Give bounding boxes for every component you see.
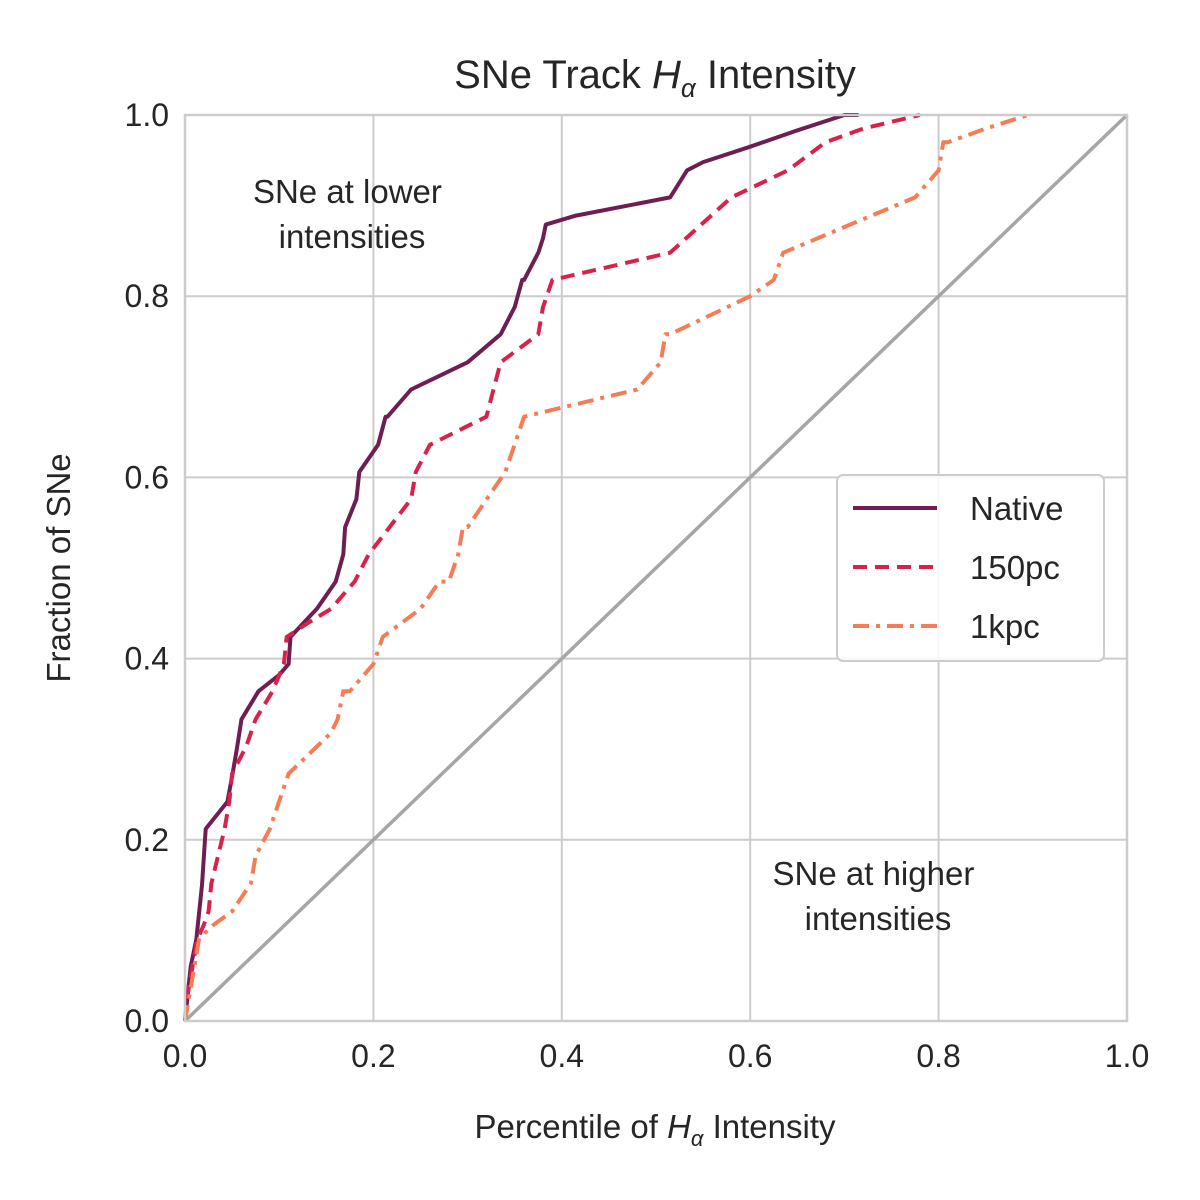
x-axis-variable-subscript: α: [691, 1126, 705, 1151]
title-variable-subscript: α: [681, 73, 697, 103]
y-tick-labels: 0.0 0.2 0.4 0.6 0.8 1.0: [125, 97, 169, 1039]
chart-title: SNe Track Hα Intensity: [454, 53, 856, 103]
series-layer: [183, 113, 1029, 1022]
y-tick-label: 1.0: [125, 97, 169, 133]
y-axis-label: Fraction of SNe: [40, 453, 77, 682]
series-line-native: [183, 113, 859, 1022]
x-tick-label: 1.0: [1105, 1038, 1149, 1074]
x-tick-label: 0.4: [540, 1038, 584, 1074]
y-tick-label: 0.6: [125, 459, 169, 495]
reference-line-layer: [183, 113, 1129, 1023]
legend-label-1kpc: 1kpc: [970, 608, 1040, 645]
annotation-higher-intensities: SNe at higher intensities: [773, 855, 984, 937]
x-tick-label: 0.2: [351, 1038, 395, 1074]
title-variable: H: [652, 53, 681, 97]
legend-label-native: Native: [970, 490, 1064, 527]
x-tick-labels: 0.0 0.2 0.4 0.6 0.8 1.0: [163, 1038, 1149, 1074]
legend-label-150pc: 150pc: [970, 549, 1060, 586]
series-line-150pc: [183, 113, 921, 1022]
annotation-lower-intensities: SNe at lower intensities: [253, 173, 451, 255]
legend-box: [836, 474, 1105, 662]
y-tick-label: 0.8: [125, 278, 169, 314]
legend: Native 150pc 1kpc: [836, 474, 1105, 662]
y-tick-label: 0.0: [125, 1003, 169, 1039]
y-tick-label: 0.2: [125, 822, 169, 858]
x-tick-label: 0.6: [728, 1038, 772, 1074]
x-axis-label: Percentile of Hα Intensity: [474, 1108, 836, 1151]
x-axis-variable: H: [667, 1108, 691, 1145]
y-tick-label: 0.4: [125, 641, 169, 677]
reference-diagonal-line: [183, 113, 1129, 1023]
x-tick-label: 0.8: [916, 1038, 960, 1074]
x-tick-label: 0.0: [163, 1038, 207, 1074]
plot-frame: [183, 113, 1129, 1023]
